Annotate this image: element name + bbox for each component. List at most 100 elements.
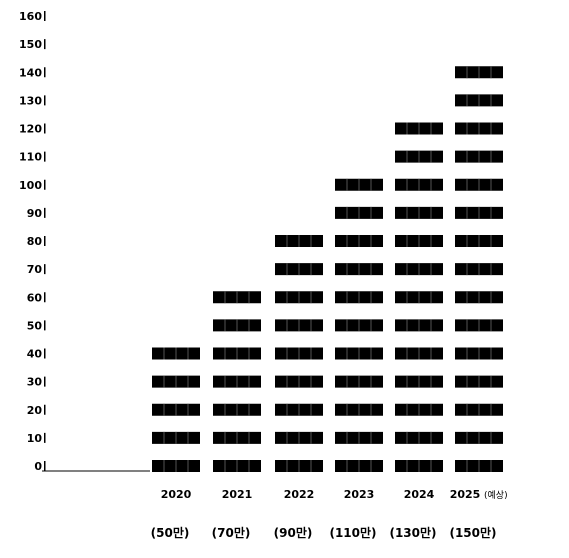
- bar-block-separator: [418, 235, 420, 247]
- bar-block-separator: [370, 375, 372, 388]
- bar-block-separator: [236, 460, 238, 472]
- bar-block-separator: [370, 403, 372, 416]
- bar-block-separator: [406, 178, 408, 191]
- bar-block-separator: [346, 206, 348, 219]
- y-tick-mark: [44, 39, 46, 50]
- bar-block-separator: [466, 291, 468, 304]
- bar-2024: [395, 122, 443, 472]
- bar-block-separator: [466, 375, 468, 388]
- bar-block-separator: [298, 235, 300, 247]
- y-tick-mark: [44, 292, 46, 303]
- bar-block-separator: [236, 375, 238, 388]
- x-tick-label: 2022: [284, 488, 315, 501]
- bar-block-separator: [248, 347, 250, 360]
- y-tick-label: 110: [19, 151, 42, 164]
- bar-block-separator: [478, 66, 480, 79]
- bar-block-separator: [286, 319, 288, 332]
- bar-block-separator: [478, 460, 480, 472]
- y-tick-label: 160: [19, 10, 42, 23]
- bar-block-separator: [490, 66, 492, 79]
- bar-block-separator: [406, 403, 408, 416]
- bar-block-separator: [406, 235, 408, 247]
- y-tick-label: 10: [27, 432, 43, 445]
- bar-block-separator: [430, 291, 432, 304]
- bar-block-separator: [418, 122, 420, 135]
- bar-block-separator: [358, 403, 360, 416]
- bar-block-separator: [466, 66, 468, 79]
- y-tick-label: 100: [19, 179, 42, 192]
- bar-block-separator: [358, 460, 360, 472]
- bar-block-separator: [466, 150, 468, 163]
- bar-block-separator: [310, 347, 312, 360]
- bar-block-separator: [478, 403, 480, 416]
- bar-block-separator: [298, 431, 300, 444]
- bar-block-separator: [478, 206, 480, 219]
- x-sublabel: (70만): [212, 525, 251, 540]
- y-tick-label: 140: [19, 66, 42, 79]
- bar-block-separator: [490, 347, 492, 360]
- bar-block-separator: [346, 431, 348, 444]
- bar-block-separator: [430, 347, 432, 360]
- bar-block-separator: [490, 375, 492, 388]
- bar-block-separator: [298, 319, 300, 332]
- y-tick-mark: [44, 179, 46, 190]
- bar-block-separator: [286, 235, 288, 247]
- bar-block-separator: [418, 460, 420, 472]
- bar-block-separator: [175, 460, 177, 472]
- bar-block-separator: [163, 375, 165, 388]
- bar-block-separator: [248, 460, 250, 472]
- bar-block-separator: [478, 150, 480, 163]
- bar-2023: [335, 178, 383, 472]
- bar-block-separator: [358, 375, 360, 388]
- bar-block-separator: [310, 235, 312, 247]
- bar-block-separator: [346, 235, 348, 247]
- bar-block-separator: [370, 431, 372, 444]
- y-tick-label: 50: [27, 319, 43, 332]
- y-tick-label: 80: [27, 235, 43, 248]
- bar-block-separator: [490, 431, 492, 444]
- y-tick-mark: [44, 320, 46, 331]
- bar-block-separator: [370, 291, 372, 304]
- x-tick-note: (예상): [484, 490, 508, 501]
- bar-block-separator: [466, 206, 468, 219]
- bar-block-separator: [478, 94, 480, 107]
- x-tick-label: 2021: [222, 488, 253, 501]
- bar-block-separator: [430, 122, 432, 135]
- bar-block-separator: [358, 291, 360, 304]
- bar-block-separator: [298, 460, 300, 472]
- bar-block-separator: [478, 263, 480, 276]
- bar-block-separator: [406, 319, 408, 332]
- bar-block-separator: [418, 403, 420, 416]
- bar-block-separator: [346, 460, 348, 472]
- bar-block-separator: [224, 460, 226, 472]
- bar-block-separator: [430, 178, 432, 191]
- y-tick-mark: [44, 236, 46, 246]
- bar-block-separator: [175, 431, 177, 444]
- y-tick-mark: [44, 151, 46, 162]
- bar-block-separator: [346, 403, 348, 416]
- bar-block-separator: [187, 375, 189, 388]
- bar-block-separator: [310, 291, 312, 304]
- bar-block-separator: [346, 291, 348, 304]
- x-tick-label: 2023: [344, 488, 375, 501]
- bar-block-separator: [430, 403, 432, 416]
- bars: [152, 66, 503, 472]
- x-axis-sublabels: (50만) (70만) (90만) (110만) (130만) (150만): [151, 525, 497, 540]
- y-tick-label: 150: [19, 38, 42, 51]
- bar-block-separator: [248, 431, 250, 444]
- bar-block-separator: [175, 403, 177, 416]
- bar-block-separator: [224, 431, 226, 444]
- y-tick-mark: [44, 95, 46, 106]
- bar-block-separator: [248, 319, 250, 332]
- y-tick-label: 60: [27, 291, 43, 304]
- bar-block-separator: [358, 431, 360, 444]
- bar-block-separator: [224, 347, 226, 360]
- bar-block-separator: [310, 403, 312, 416]
- bar-block-separator: [298, 263, 300, 276]
- bar-block-separator: [490, 403, 492, 416]
- bar-block-separator: [466, 460, 468, 472]
- bar-block-separator: [346, 178, 348, 191]
- bar-block-separator: [370, 206, 372, 219]
- bar-block-separator: [406, 150, 408, 163]
- bar-block-separator: [490, 122, 492, 135]
